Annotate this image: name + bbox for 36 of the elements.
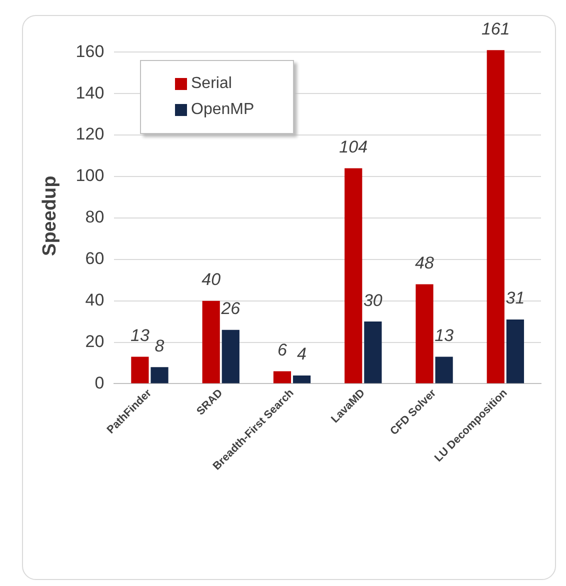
y-tick-label: 20 [85,332,104,351]
data-label: 31 [506,288,525,308]
y-tick-label: 60 [85,249,104,268]
y-tick-label: 100 [76,166,104,186]
bar [222,330,240,384]
bar [273,371,292,384]
legend-label: Serial [191,75,232,93]
legend-label: OpenMP [191,101,254,119]
bar [364,322,382,384]
data-label: 8 [154,336,165,356]
y-tick-label: 120 [76,124,104,144]
bar [131,356,149,384]
data-label: 26 [220,299,241,318]
y-tick-label: 80 [85,208,104,227]
y-tick-label: 0 [94,373,104,392]
y-axis-title: Speedup [40,176,61,256]
data-label: 6 [277,340,288,360]
data-label: 48 [415,253,435,272]
y-tick-label: 40 [85,290,104,310]
data-label: 13 [434,326,454,346]
data-label: 13 [130,326,150,346]
data-label: 30 [363,290,383,310]
bar [150,367,168,384]
bar [202,300,220,384]
bar [486,50,504,384]
data-label: 161 [481,19,510,38]
bar [292,375,311,384]
data-label: 104 [339,137,368,156]
bar [435,356,453,384]
y-tick-label: 160 [76,42,104,61]
data-label: 40 [202,270,222,290]
bar [344,168,362,384]
y-tick-label: 140 [76,83,104,102]
bar [506,319,524,384]
data-label: 4 [297,344,307,364]
bar [416,284,434,384]
